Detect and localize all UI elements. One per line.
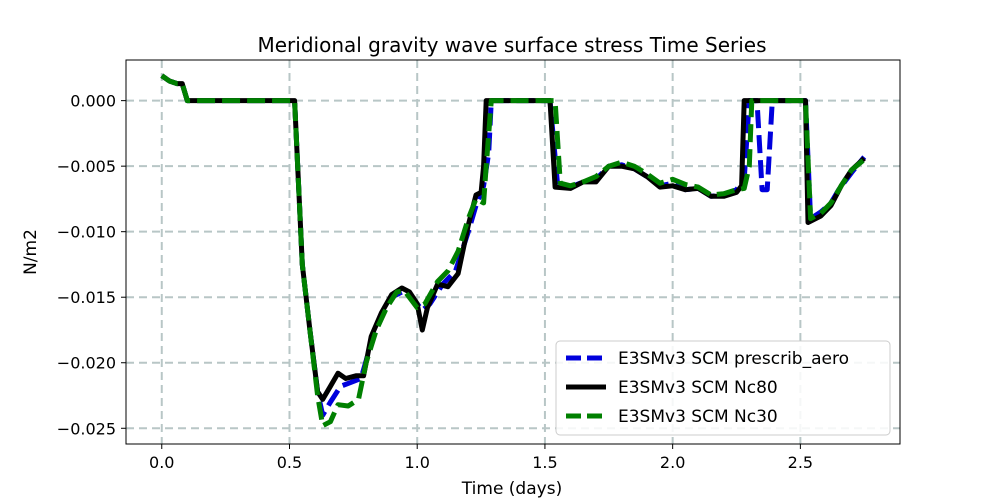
y-tick-label: −0.010 bbox=[57, 223, 116, 242]
series-lines bbox=[160, 73, 867, 429]
y-tick-label: −0.020 bbox=[57, 354, 116, 373]
x-axis: 0.0 0.5 1.0 1.5 2.0 2.5 bbox=[149, 444, 813, 472]
plot-frame bbox=[125, 59, 901, 445]
series-line-2 bbox=[160, 73, 866, 429]
y-tick-label: 0.000 bbox=[70, 92, 116, 111]
y-tick-label: −0.025 bbox=[57, 419, 116, 438]
x-tick-label: 2.0 bbox=[660, 453, 685, 472]
x-tick-label: 2.5 bbox=[788, 453, 813, 472]
plot-area bbox=[160, 73, 867, 429]
chart-title: Meridional gravity wave surface stress T… bbox=[257, 33, 766, 57]
x-axis-label: Time (days) bbox=[461, 479, 562, 499]
x-tick-label: 1.0 bbox=[404, 453, 429, 472]
legend-box bbox=[555, 340, 891, 436]
y-axis: 0.000 −0.005 −0.010 −0.015 −0.020 −0.025 bbox=[57, 92, 126, 438]
x-tick-label: 0.0 bbox=[149, 453, 174, 472]
legend-label-2: E3SMv3 SCM Nc30 bbox=[618, 407, 778, 427]
x-tick-label: 1.5 bbox=[532, 453, 557, 472]
y-axis-label: N/m2 bbox=[21, 229, 41, 275]
x-tick-label: 0.5 bbox=[277, 453, 302, 472]
y-tick-label: −0.015 bbox=[57, 288, 116, 307]
legend-label-1: E3SMv3 SCM Nc80 bbox=[618, 378, 778, 398]
legend: E3SMv3 SCM prescrib_aero E3SMv3 SCM Nc80 E… bbox=[555, 340, 891, 436]
y-tick-label: −0.005 bbox=[57, 157, 116, 176]
legend-label-0: E3SMv3 SCM prescrib_aero bbox=[618, 349, 849, 369]
